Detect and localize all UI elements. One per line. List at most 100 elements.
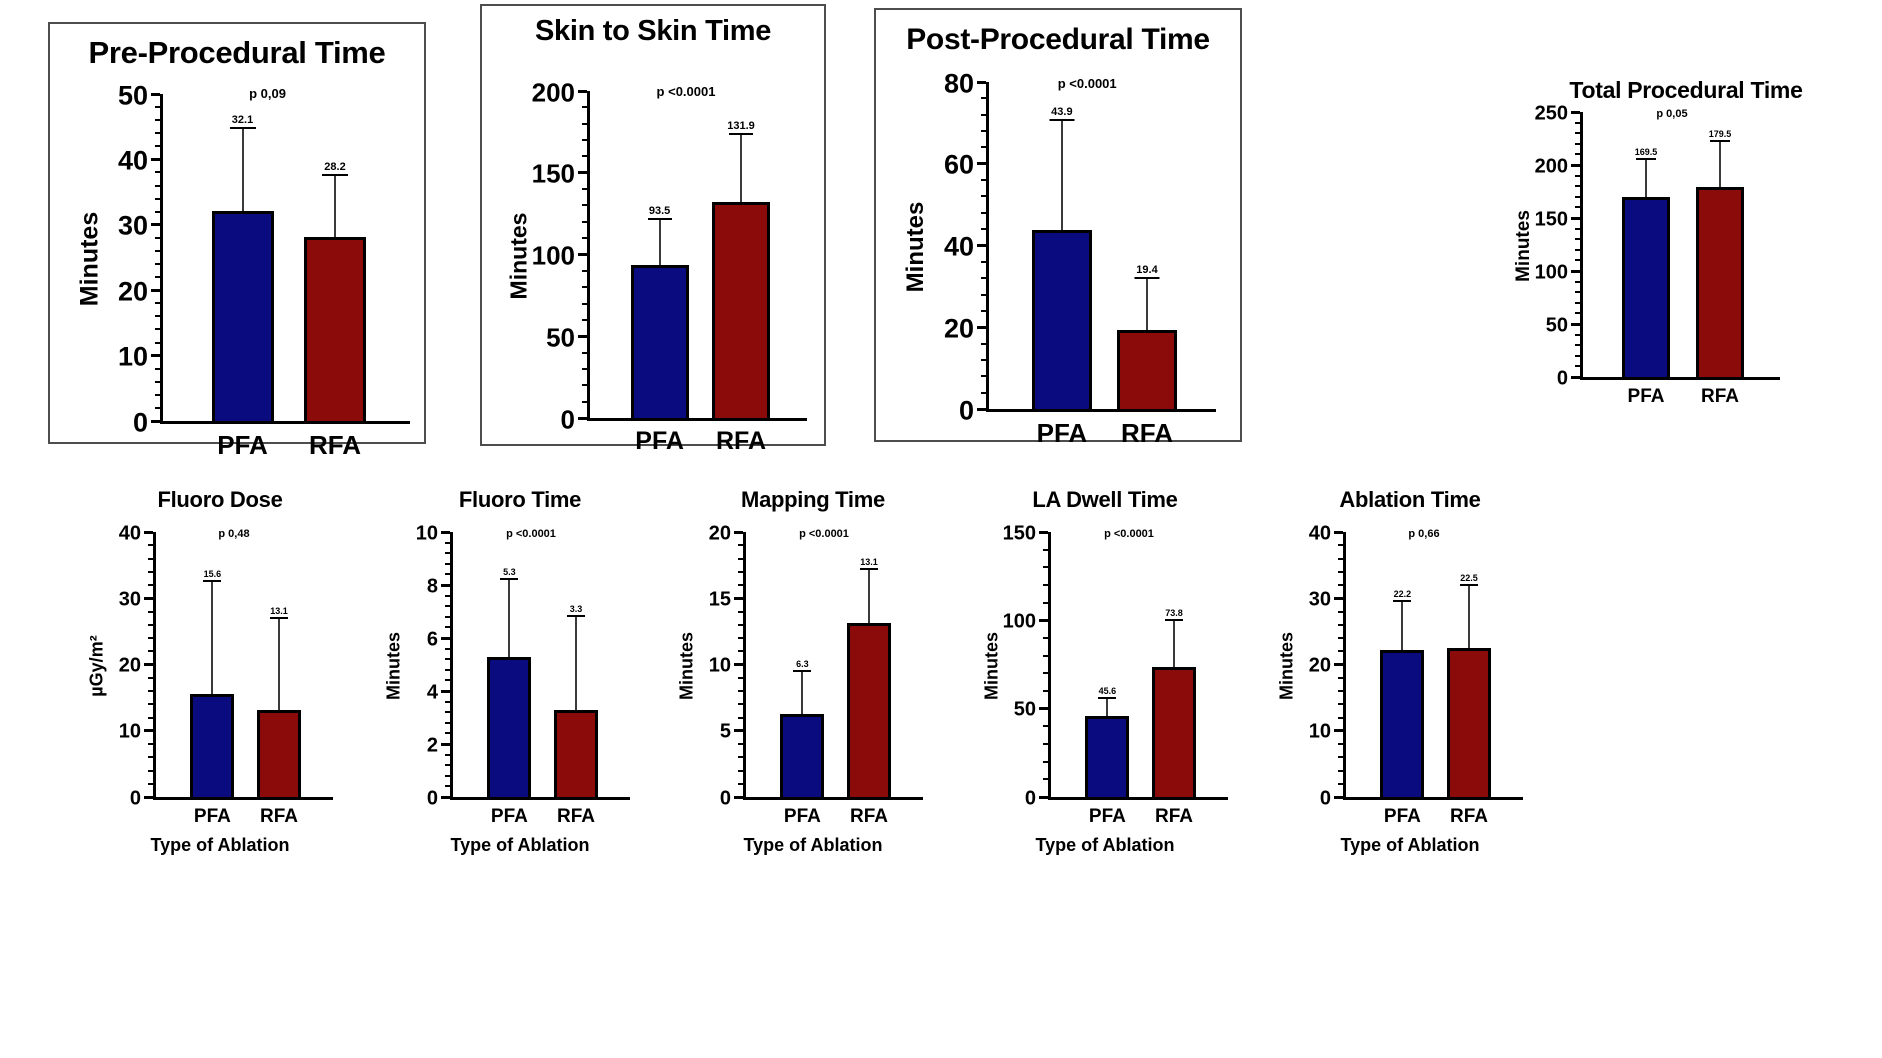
chart-title-la-dwell-time: LA Dwell Time: [1032, 487, 1178, 512]
error-bar: [868, 570, 870, 624]
y-tick-minor: [582, 237, 587, 240]
y-tick-minor: [445, 668, 450, 671]
y-tick-minor: [155, 210, 160, 213]
y-tick-label: 20: [943, 313, 974, 344]
y-tick-minor: [148, 637, 153, 639]
bar-value-label: 15.6: [203, 569, 222, 580]
y-axis-line: [587, 91, 590, 421]
y-tick-label: 200: [1534, 155, 1568, 177]
p-value-annotation-pre-procedural-time: p 0,09: [249, 86, 286, 101]
y-tick-major: [1039, 530, 1048, 534]
y-tick-minor: [155, 315, 160, 318]
y-tick-label: 20: [1308, 654, 1331, 677]
y-tick-minor: [738, 610, 743, 613]
y-tick-minor: [1338, 743, 1343, 745]
error-bar-cap: [1460, 583, 1478, 586]
y-tick-minor: [445, 679, 450, 682]
x-category-label: PFA: [783, 806, 821, 827]
y-axis-label-pre-procedural-time: Minutes: [75, 211, 104, 307]
bar-value-label: 45.6: [1098, 685, 1117, 696]
y-tick-label: 40: [1308, 522, 1331, 544]
y-tick-label: 10: [1308, 720, 1331, 743]
y-tick-minor: [1043, 548, 1048, 551]
y-tick-minor: [582, 204, 587, 207]
y-tick-minor: [1575, 206, 1580, 209]
y-tick-minor: [981, 97, 986, 100]
y-tick-minor: [155, 106, 160, 109]
bar-pfa: [211, 211, 274, 421]
x-axis-line: [160, 421, 410, 424]
y-tick-major: [977, 407, 986, 411]
x-category-label: PFA: [635, 427, 684, 455]
bar-rfa: [257, 710, 301, 797]
y-tick-minor: [445, 605, 450, 608]
y-tick-minor: [155, 341, 160, 344]
y-tick-minor: [738, 623, 743, 626]
plot-area-la-dwell-time: 0 50 100 150 Minutes 45.6 PFA 73.8 RFA: [982, 522, 1228, 827]
y-tick-minor: [155, 393, 160, 396]
bar-pfa: [780, 713, 825, 797]
p-value-annotation-post-procedural-time: p <0.0001: [1057, 76, 1117, 91]
bar-rfa: [1152, 666, 1196, 797]
y-tick-major: [734, 729, 743, 733]
y-tick-minor: [738, 584, 743, 586]
y-tick-minor: [738, 690, 743, 692]
y-tick-minor: [1338, 690, 1343, 692]
y-tick-label: 20: [118, 654, 141, 677]
y-tick-major: [151, 92, 160, 96]
y-tick-label: 60: [943, 149, 974, 180]
y-tick-minor: [1575, 301, 1580, 304]
error-bar-cap: [860, 568, 878, 571]
chart-title-mapping-time: Mapping Time: [741, 487, 885, 512]
y-tick-minor: [1338, 570, 1343, 573]
y-tick-minor: [155, 263, 160, 266]
y-tick-minor: [445, 785, 450, 788]
y-tick-major: [441, 689, 450, 693]
y-tick-minor: [148, 570, 153, 573]
x-category-label: RFA: [1450, 806, 1488, 827]
bar-rfa: [847, 623, 891, 797]
y-tick-label: 250: [1534, 102, 1568, 124]
error-bar-cap: [1710, 140, 1730, 143]
y-tick-minor: [445, 647, 450, 650]
y-tick-minor: [1575, 121, 1580, 124]
error-bar-cap: [1393, 599, 1412, 602]
y-tick-minor: [981, 260, 986, 263]
y-tick-major: [151, 288, 160, 292]
y-tick-major: [1039, 795, 1048, 799]
y-tick-major: [1334, 596, 1343, 600]
y-tick-minor: [1043, 778, 1048, 781]
y-tick-minor: [148, 544, 153, 547]
y-tick-label: 0: [958, 395, 974, 425]
y-tick-major: [1039, 618, 1048, 622]
y-axis-label-skin-to-skin-time: Minutes: [505, 212, 532, 300]
y-tick-label: 10: [118, 720, 141, 743]
error-bar-cap: [647, 218, 672, 221]
error-bar-cap: [270, 616, 288, 619]
y-tick-minor: [148, 557, 153, 560]
y-tick-minor: [582, 220, 587, 223]
x-category-label: RFA: [260, 806, 298, 827]
y-tick-minor: [155, 406, 160, 409]
y-tick-label: 0: [129, 787, 141, 809]
y-tick-major: [1571, 163, 1580, 167]
y-tick-minor: [148, 756, 153, 759]
y-tick-minor: [1575, 174, 1580, 177]
bar-value-label: 13.1: [270, 605, 288, 616]
y-tick-label: 0: [719, 787, 731, 809]
chart-panel-pre-procedural-time: Pre-Procedural Time 0 10 20 30 40 50 Minutes 32.…: [48, 22, 426, 460]
y-tick-minor: [1575, 185, 1580, 188]
y-tick-minor: [1338, 716, 1343, 719]
y-tick-major: [144, 729, 153, 733]
y-tick-label: 100: [1534, 261, 1568, 283]
y-tick-major: [1334, 729, 1343, 733]
y-tick-major: [734, 596, 743, 600]
y-tick-minor: [1043, 637, 1048, 639]
bar-value-label: 19.4: [1136, 263, 1158, 276]
bar-value-label: 32.1: [231, 114, 254, 127]
y-axis-label-post-procedural-time: Minutes: [902, 201, 929, 293]
bar-value-label: 179.5: [1708, 129, 1732, 140]
y-tick-minor: [1043, 760, 1048, 763]
y-tick-minor: [1338, 769, 1343, 772]
x-axis-label-fluoro-time: Type of Ablation: [450, 835, 590, 855]
